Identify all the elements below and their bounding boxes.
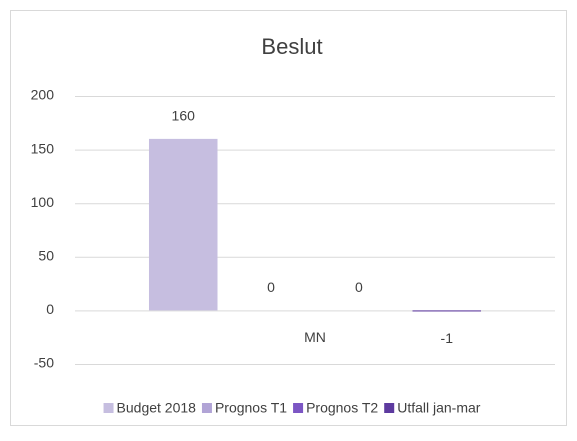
legend-label: Prognos T1	[215, 400, 287, 416]
legend-label: Utfall jan-mar	[397, 400, 481, 416]
y-tick-label: -50	[34, 355, 54, 371]
legend-swatch	[384, 403, 395, 413]
x-tick-label: MN	[304, 329, 326, 345]
legend-label: Budget 2018	[117, 400, 197, 416]
legend-swatch	[201, 403, 212, 413]
data-label: 160	[172, 108, 196, 124]
y-tick-label: 150	[31, 140, 55, 156]
bar	[412, 310, 482, 312]
y-tick-label: 50	[38, 248, 54, 264]
data-label: 0	[355, 279, 363, 295]
chart-border	[10, 10, 567, 426]
chart-title: Beslut	[261, 34, 322, 59]
data-label: -1	[441, 330, 454, 346]
legend-label: Prognos T2	[306, 400, 378, 416]
y-tick-label: 0	[46, 301, 54, 317]
bar	[148, 138, 218, 311]
y-tick-label: 200	[31, 87, 55, 103]
legend-swatch	[103, 403, 114, 413]
data-label: 0	[267, 279, 275, 295]
y-tick-label: 100	[31, 194, 55, 210]
legend-swatch	[293, 403, 304, 413]
